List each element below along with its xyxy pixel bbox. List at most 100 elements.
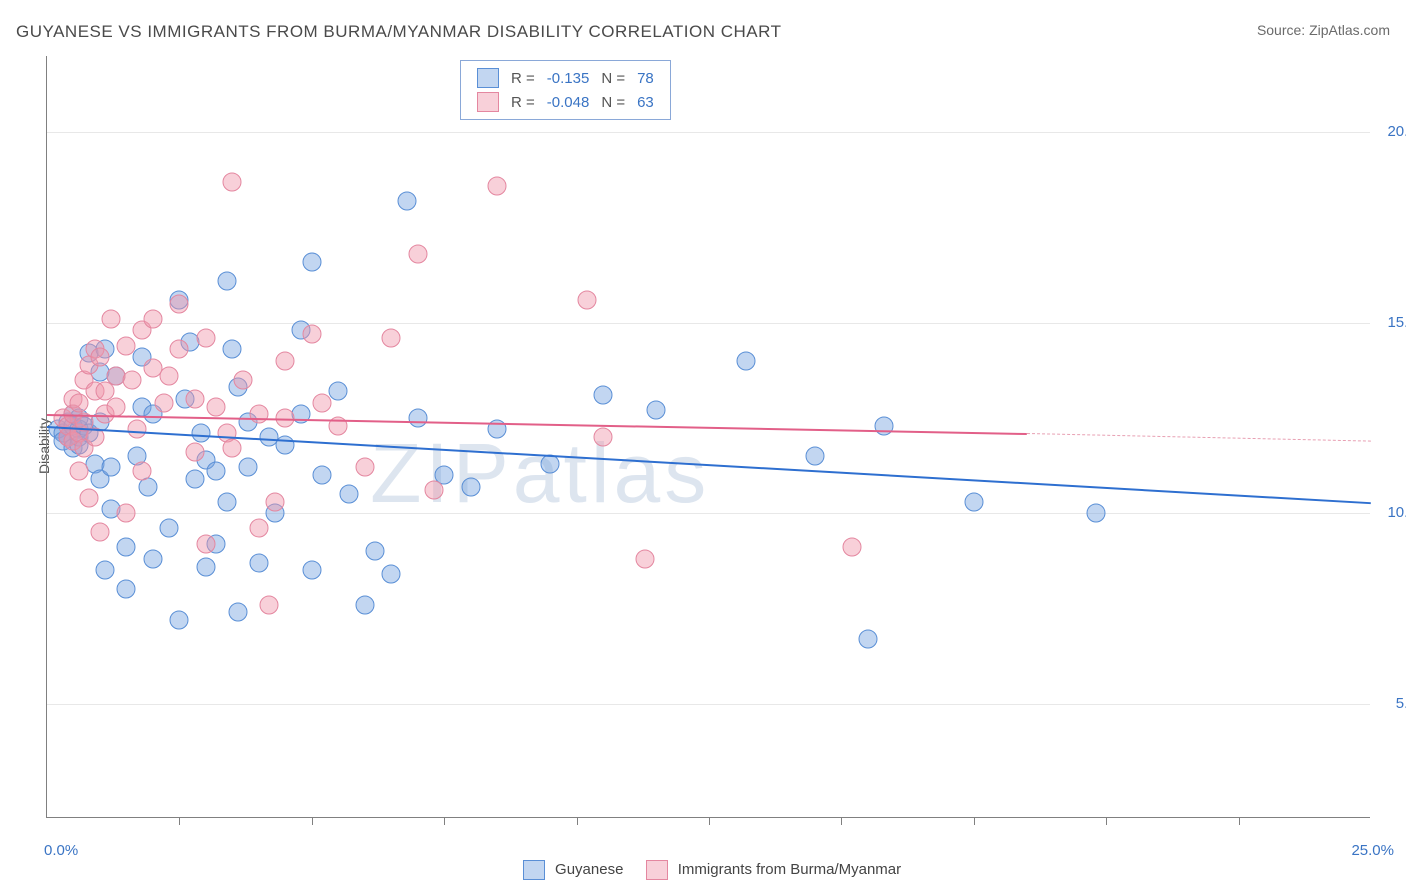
- data-point: [101, 458, 120, 477]
- swatch-guyanese: [477, 68, 499, 88]
- data-point: [186, 389, 205, 408]
- data-point: [80, 488, 99, 507]
- data-point: [117, 336, 136, 355]
- gridline: [47, 132, 1370, 133]
- data-point: [170, 610, 189, 629]
- data-point: [842, 538, 861, 557]
- data-point: [578, 290, 597, 309]
- data-point: [196, 328, 215, 347]
- data-point: [170, 340, 189, 359]
- data-point: [223, 439, 242, 458]
- data-point: [154, 393, 173, 412]
- data-point: [207, 397, 226, 416]
- x-tick: [577, 817, 578, 825]
- data-point: [408, 245, 427, 264]
- x-tick: [1106, 817, 1107, 825]
- data-point: [170, 294, 189, 313]
- watermark: ZIPatlas: [370, 425, 710, 522]
- data-point: [636, 549, 655, 568]
- data-point: [313, 466, 332, 485]
- data-point: [239, 458, 258, 477]
- data-point: [339, 485, 358, 504]
- data-point: [159, 367, 178, 386]
- data-point: [260, 595, 279, 614]
- chart-title: GUYANESE VS IMMIGRANTS FROM BURMA/MYANMA…: [16, 22, 781, 42]
- x-axis-min-label: 0.0%: [44, 842, 78, 859]
- data-point: [196, 557, 215, 576]
- x-axis-max-label: 25.0%: [1351, 842, 1394, 859]
- data-point: [117, 580, 136, 599]
- chart-plot-area: ZIPatlas 5.0%10.0%15.0%20.0%: [46, 56, 1370, 818]
- swatch-burma: [477, 92, 499, 112]
- data-point: [488, 176, 507, 195]
- x-tick: [974, 817, 975, 825]
- source-label: Source: ZipAtlas.com: [1257, 22, 1390, 38]
- data-point: [117, 504, 136, 523]
- legend-series: Guyanese Immigrants from Burma/Myanmar: [0, 860, 1406, 880]
- data-point: [186, 469, 205, 488]
- data-point: [196, 534, 215, 553]
- data-point: [249, 519, 268, 538]
- data-point: [122, 370, 141, 389]
- data-point: [737, 351, 756, 370]
- data-point: [128, 420, 147, 439]
- data-point: [90, 523, 109, 542]
- data-point: [302, 561, 321, 580]
- y-tick-label: 20.0%: [1375, 123, 1406, 140]
- data-point: [101, 309, 120, 328]
- legend-label-burma: Immigrants from Burma/Myanmar: [678, 861, 901, 878]
- data-point: [594, 428, 613, 447]
- x-tick: [444, 817, 445, 825]
- data-point: [382, 565, 401, 584]
- x-tick: [179, 817, 180, 825]
- data-point: [276, 435, 295, 454]
- data-point: [233, 370, 252, 389]
- data-point: [302, 252, 321, 271]
- data-point: [223, 340, 242, 359]
- data-point: [249, 553, 268, 572]
- y-tick-label: 10.0%: [1375, 504, 1406, 521]
- swatch-guyanese-bottom: [523, 860, 545, 880]
- x-tick: [841, 817, 842, 825]
- legend-row-burma: R = -0.048 N = 63: [471, 90, 660, 114]
- data-point: [805, 447, 824, 466]
- data-point: [223, 172, 242, 191]
- data-point: [69, 462, 88, 481]
- gridline: [47, 704, 1370, 705]
- data-point: [143, 549, 162, 568]
- data-point: [207, 462, 226, 481]
- data-point: [355, 595, 374, 614]
- legend-label-guyanese: Guyanese: [555, 861, 623, 878]
- data-point: [106, 397, 125, 416]
- data-point: [647, 401, 666, 420]
- x-tick: [709, 817, 710, 825]
- data-point: [133, 462, 152, 481]
- y-tick-label: 5.0%: [1375, 695, 1406, 712]
- data-point: [382, 328, 401, 347]
- data-point: [1086, 504, 1105, 523]
- y-tick-label: 15.0%: [1375, 314, 1406, 331]
- data-point: [249, 405, 268, 424]
- data-point: [69, 393, 88, 412]
- data-point: [355, 458, 374, 477]
- data-point: [398, 191, 417, 210]
- data-point: [858, 629, 877, 648]
- data-point: [461, 477, 480, 496]
- data-point: [964, 492, 983, 511]
- swatch-burma-bottom: [646, 860, 668, 880]
- data-point: [329, 382, 348, 401]
- data-point: [96, 561, 115, 580]
- gridline: [47, 323, 1370, 324]
- data-point: [228, 603, 247, 622]
- data-point: [143, 309, 162, 328]
- data-point: [191, 424, 210, 443]
- x-tick: [312, 817, 313, 825]
- data-point: [159, 519, 178, 538]
- data-point: [218, 492, 237, 511]
- regression-burma-ext: [1027, 433, 1371, 442]
- data-point: [366, 542, 385, 561]
- legend-row-guyanese: R = -0.135 N = 78: [471, 66, 660, 90]
- data-point: [424, 481, 443, 500]
- data-point: [186, 443, 205, 462]
- data-point: [594, 386, 613, 405]
